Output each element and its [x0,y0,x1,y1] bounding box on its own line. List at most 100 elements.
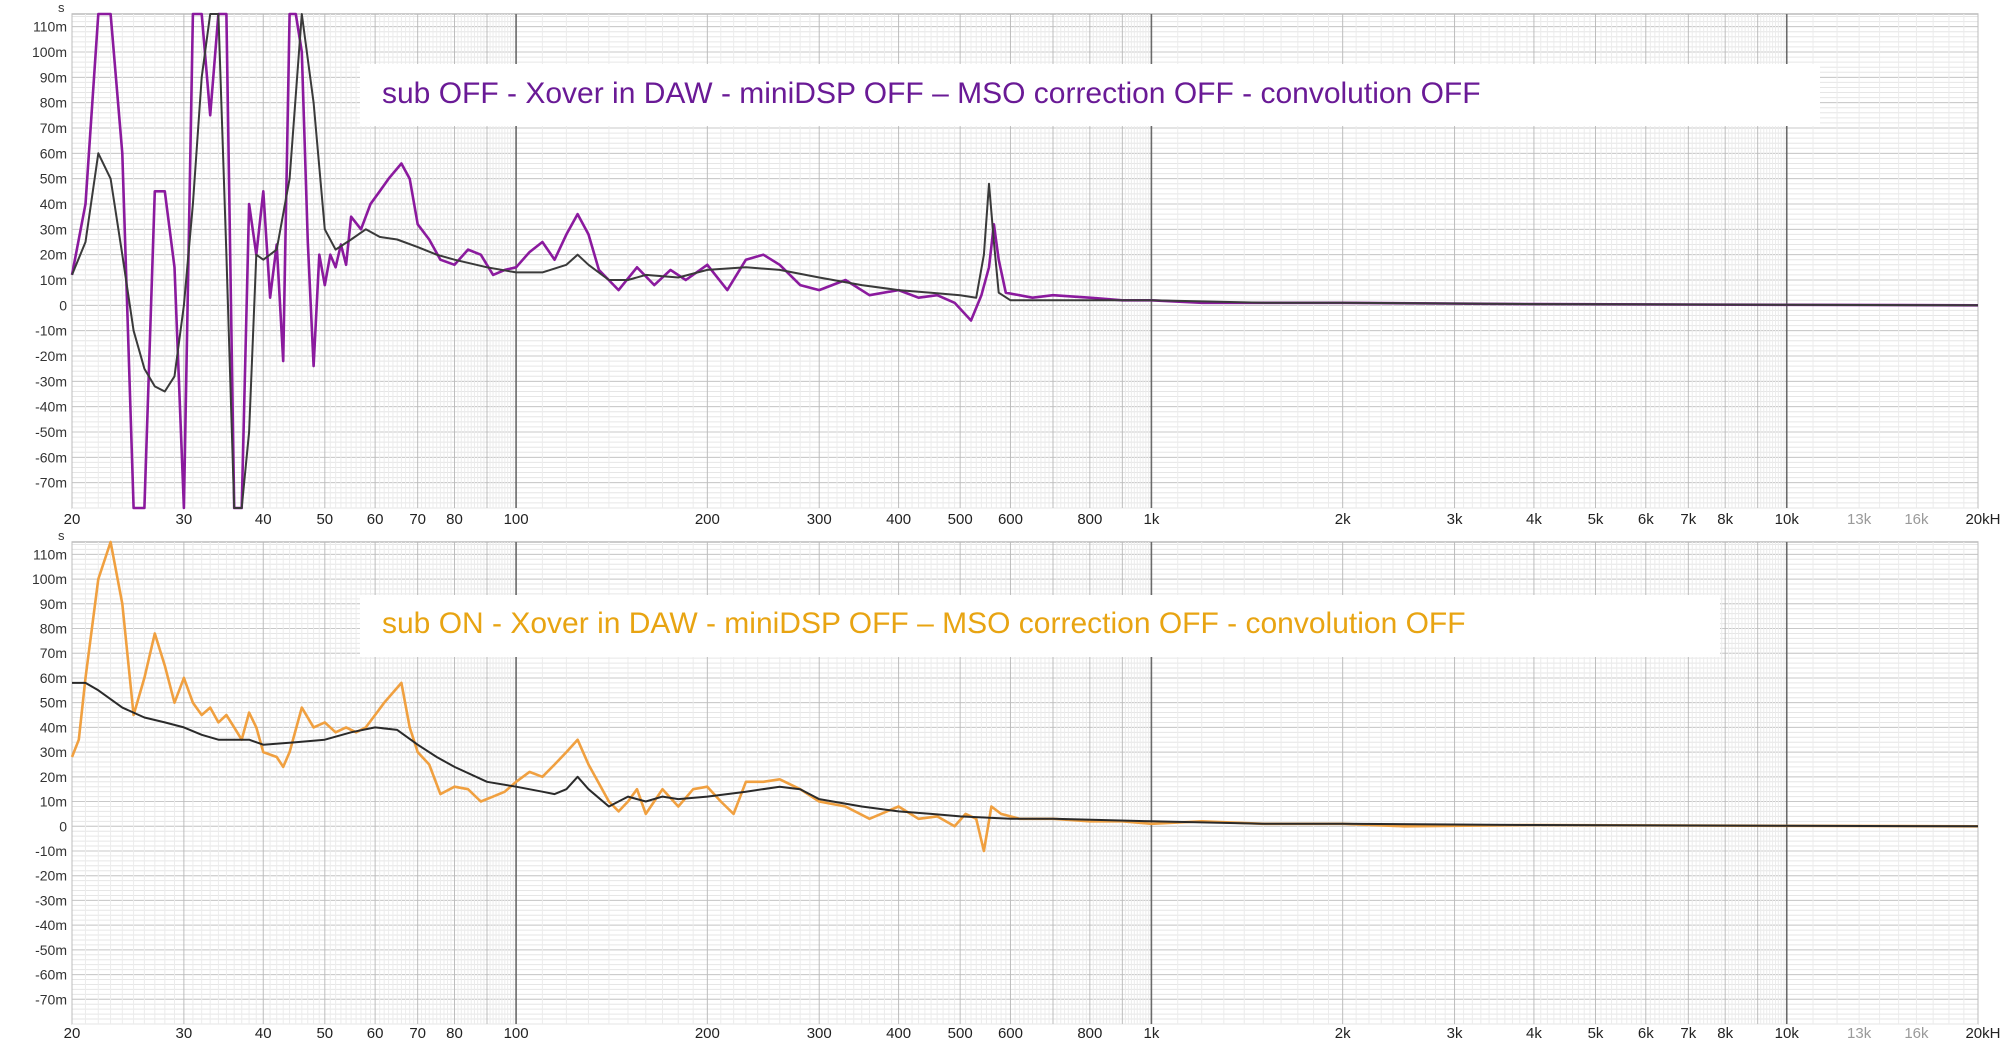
bottom-x-tick-label: 500 [948,1025,973,1041]
bottom-y-tick-label: 30m [40,744,67,760]
bottom-x-tick-label: 5k [1588,1025,1604,1041]
bottom-y-tick-label: -10m [35,843,67,859]
top-x-tick-label: 30 [176,511,193,528]
bottom-x-tick-label: 16k [1904,1025,1929,1041]
bottom-x-axis: 20 30 40 50 60 70 80 100 200 300 400 500 600 800 1k 2k 3… [64,1025,2000,1041]
top-series-line-2 [71,13,1979,509]
top-x-tick-label: 200 [695,511,720,528]
top-x-tick-label: 3k [1447,511,1463,528]
top-y-tick-label: -60m [35,449,67,465]
bottom-x-tick-label: 40 [255,1025,272,1041]
top-x-tick-label: 8k [1717,511,1733,528]
top-y-tick-label: 0 [59,297,67,313]
bottom-y-tick-label: 80m [40,621,67,637]
bottom-x-tick-label: 70 [409,1025,426,1041]
top-x-tick-label: 40 [255,511,272,528]
bottom-y-tick-label: -20m [35,868,67,884]
bottom-y-tick-label: 40m [40,719,67,735]
bottom-x-tick-label: 4k [1526,1025,1542,1041]
bottom-x-tick-label: 60 [367,1025,384,1041]
top-y-tick-label: 20m [40,247,67,263]
bottom-x-tick-label: 30 [176,1025,193,1041]
top-y-tick-label: 40m [40,196,67,212]
bottom-y-tick-label: 100m [32,571,67,587]
bottom-x-tick-label: 6k [1638,1025,1654,1041]
top-y-tick-label: -20m [35,348,67,364]
bottom-y-tick-label: 110m [33,546,67,562]
top-x-tick-label: 300 [807,511,832,528]
bottom-x-tick-label: 600 [998,1025,1023,1041]
top-y-tick-label: -30m [35,373,67,389]
top-x-axis: 20 30 40 50 60 70 80 100 200 300 400 500 600 800 1k 2k 3… [64,511,2000,528]
bottom-x-tick-label: 8k [1717,1025,1733,1041]
top-x-tick-label: 100 [504,511,529,528]
top-x-tick-label: 50 [316,511,333,528]
top-y-tick-label: -10m [35,323,67,339]
top-x-tick-label: 400 [886,511,911,528]
bottom-y-tick-label: 0 [59,818,67,834]
top-title-background [360,64,1820,126]
bottom-y-tick-label: -30m [35,892,67,908]
top-y-tick-label: 50m [40,171,67,187]
bottom-x-tick-label: 50 [316,1025,333,1041]
top-x-tick-label: 20kHz [1965,511,2000,528]
top-y-tick-label: 30m [40,221,67,237]
top-x-tick-label: 80 [446,511,463,528]
bottom-x-tick-label: 80 [446,1025,463,1041]
top-y-tick-label: -70m [35,475,67,491]
top-y-tick-label: 100m [32,44,67,60]
top-y-unit: s [58,0,65,15]
top-x-tick-label: 70 [409,511,426,528]
top-x-tick-label: 2k [1335,511,1351,528]
bottom-y-tick-label: -40m [35,917,67,933]
bottom-chart-title: sub ON - Xover in DAW - miniDSP OFF – MS… [382,607,1466,640]
top-x-tick-label: 13k [1847,511,1872,528]
top-x-tick-label: 800 [1077,511,1102,528]
bottom-x-tick-label: 300 [807,1025,832,1041]
bottom-x-tick-label: 1k [1143,1025,1159,1041]
top-chart: 110m 100m 90m 80m 70m 60m 50m 40m 30m 20m 10m 0 -10m… [32,0,2000,528]
bottom-y-tick-label: 10m [40,794,67,810]
top-y-tick-label: 60m [40,145,67,161]
top-x-tick-label: 16k [1904,511,1929,528]
top-x-tick-label: 5k [1588,511,1604,528]
bottom-y-tick-label: 90m [40,596,67,612]
top-x-tick-label: 600 [998,511,1023,528]
top-y-tick-label: 70m [40,120,67,136]
top-series [70,12,1979,510]
bottom-chart: 110m 100m 90m 80m 70m 60m 50m 40m 30m 20m 10m 0 -10m… [32,528,2000,1041]
top-y-tick-label: 110m [33,19,67,35]
bottom-y-axis: 110m 100m 90m 80m 70m 60m 50m 40m 30m 20m 10m 0 -10m… [32,546,67,1007]
top-x-tick-label: 7k [1680,511,1696,528]
top-chart-title: sub OFF - Xover in DAW - miniDSP OFF – M… [382,77,1481,110]
top-x-tick-label: 60 [367,511,384,528]
top-x-tick-label: 20 [64,511,81,528]
bottom-series-line-2 [72,681,1979,828]
top-x-tick-label: 4k [1526,511,1542,528]
bottom-y-tick-label: 60m [40,670,67,686]
top-x-tick-label: 10k [1775,511,1800,528]
top-series-line-1 [70,12,1979,510]
bottom-x-tick-label: 200 [695,1025,720,1041]
bottom-x-tick-label: 20kHz [1965,1025,2000,1041]
bottom-x-tick-label: 20 [64,1025,81,1041]
bottom-y-tick-label: -60m [35,967,67,983]
top-x-tick-label: 500 [948,511,973,528]
bottom-y-tick-label: -70m [35,991,67,1007]
bottom-x-tick-label: 10k [1775,1025,1800,1041]
top-y-tick-label: 90m [40,69,67,85]
top-x-tick-label: 1k [1143,511,1159,528]
bottom-x-tick-label: 3k [1447,1025,1463,1041]
top-y-tick-label: -40m [35,399,67,415]
top-y-axis: 110m 100m 90m 80m 70m 60m 50m 40m 30m 20m 10m 0 -10m… [32,19,67,491]
bottom-x-tick-label: 800 [1077,1025,1102,1041]
top-x-tick-label: 6k [1638,511,1654,528]
bottom-x-tick-label: 7k [1680,1025,1696,1041]
top-y-tick-label: 80m [40,95,67,111]
top-y-tick-label: -50m [35,424,67,440]
top-y-tick-label: 10m [40,272,67,288]
bottom-y-tick-label: 20m [40,769,67,785]
bottom-y-unit: s [58,528,65,543]
bottom-y-tick-label: 70m [40,645,67,661]
